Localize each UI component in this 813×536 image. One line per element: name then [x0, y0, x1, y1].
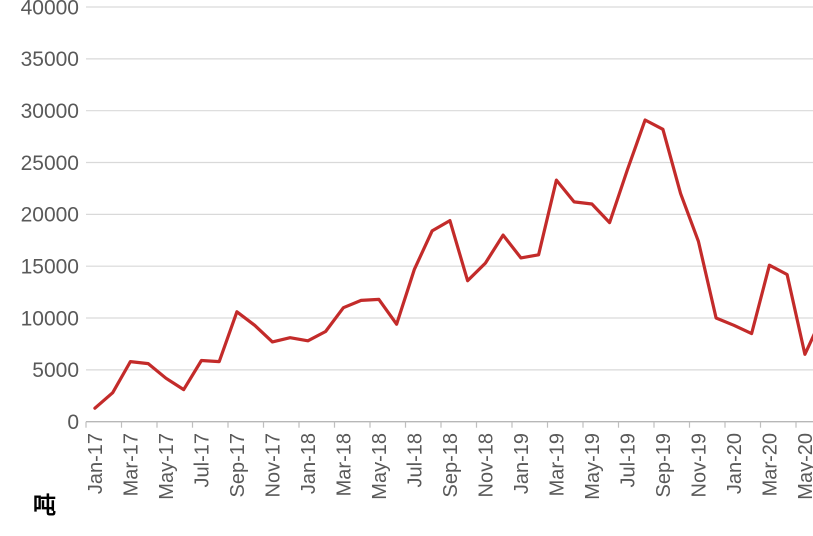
- x-axis-label: Jan-19: [511, 433, 533, 494]
- x-axis-label: May-18: [369, 433, 391, 500]
- y-axis-label: 20000: [21, 204, 79, 227]
- x-axis-label: Jul-17: [191, 433, 213, 487]
- x-axis-label: May-19: [582, 433, 604, 500]
- x-axis-label: Mar-20: [759, 433, 781, 496]
- x-axis-label: Nov-18: [475, 433, 497, 497]
- y-axis-label: 0: [67, 411, 79, 434]
- x-axis-label: Jan-18: [298, 433, 320, 494]
- y-axis-label: 30000: [21, 100, 79, 123]
- x-axis-label: Jan-17: [85, 433, 107, 494]
- x-axis-label: Sep-18: [440, 433, 462, 498]
- x-axis-label: Nov-19: [688, 433, 710, 497]
- x-axis-label: Nov-17: [262, 433, 284, 497]
- y-axis-label: 25000: [21, 152, 79, 175]
- x-axis-label: Jul-19: [617, 433, 639, 487]
- y-axis-label: 5000: [32, 359, 79, 382]
- y-axis-label: 35000: [21, 48, 79, 71]
- x-axis-label: Jan-20: [724, 433, 746, 494]
- y-axis-unit-label: 吨: [33, 493, 56, 519]
- x-axis-label: Mar-19: [546, 433, 568, 496]
- y-axis-label: 10000: [21, 307, 79, 330]
- x-axis-label: May-20: [795, 433, 813, 500]
- x-axis-label: Sep-19: [653, 433, 675, 498]
- y-axis-label: 15000: [21, 255, 79, 278]
- x-axis-label: Mar-18: [333, 433, 355, 496]
- data-series-line: [93, 118, 813, 410]
- y-axis-label: 40000: [21, 0, 79, 19]
- x-axis-label: Jul-18: [404, 433, 426, 487]
- x-axis-label: Mar-17: [120, 433, 142, 496]
- x-axis-label: Sep-17: [227, 433, 249, 498]
- x-axis-label: May-17: [156, 433, 178, 500]
